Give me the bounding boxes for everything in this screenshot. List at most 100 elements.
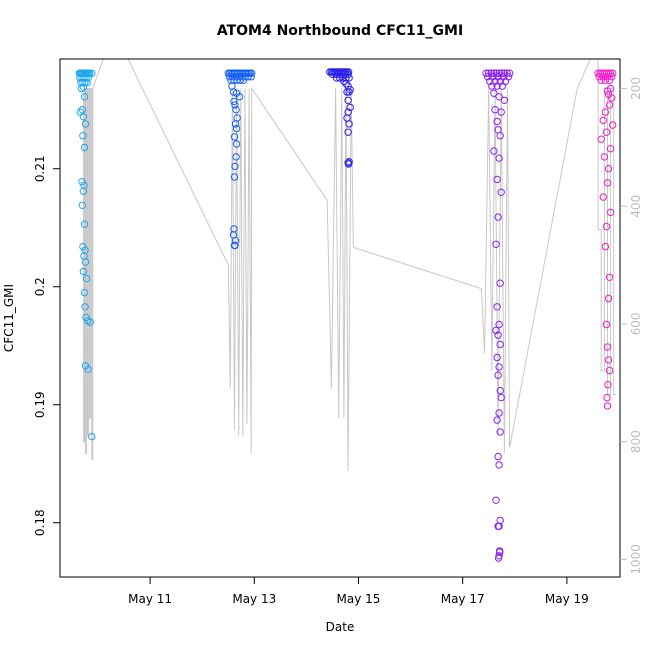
y-tick-label: 0.18 (33, 509, 47, 536)
data-point (79, 187, 88, 195)
data-point (495, 320, 503, 329)
data-point (604, 165, 613, 173)
data-point (494, 371, 502, 379)
data-point (231, 162, 239, 171)
x-axis-label: Date (326, 620, 355, 634)
data-point (495, 154, 503, 162)
data-point (496, 340, 504, 349)
data-point (236, 76, 244, 84)
data-point (232, 153, 240, 161)
data-point (80, 220, 89, 228)
data-point (605, 76, 614, 84)
data-point (77, 84, 86, 93)
data-point (495, 93, 503, 101)
data-point (345, 74, 353, 82)
data-point (486, 77, 494, 86)
data-point (595, 73, 603, 81)
data-point (344, 159, 352, 167)
data-point (490, 89, 498, 97)
data-point (603, 393, 611, 402)
data-point (604, 381, 612, 389)
x-tick-label: May 17 (441, 592, 485, 606)
data-point (79, 113, 88, 121)
data-point (601, 76, 610, 84)
data-point (601, 242, 610, 251)
data-point (493, 117, 501, 126)
data-point (493, 82, 501, 90)
data-point (494, 522, 502, 530)
data-point (494, 331, 502, 339)
data-point (231, 101, 239, 109)
data-point (496, 428, 504, 436)
data-point (505, 69, 514, 77)
data-point (491, 106, 499, 114)
data-point (247, 73, 255, 81)
data-point (88, 432, 96, 441)
data-point (496, 132, 504, 140)
data-point (494, 452, 502, 461)
x-tick-label: May 11 (128, 592, 172, 606)
data-point (496, 548, 504, 556)
data-point (78, 106, 87, 114)
data-point (603, 179, 612, 187)
data-point (599, 193, 607, 201)
data-point (342, 80, 350, 88)
y2-tick-label: 600 (629, 312, 643, 335)
data-point (232, 106, 240, 114)
data-point (81, 303, 89, 311)
data-point (345, 120, 353, 128)
data-point (79, 242, 87, 251)
y2-tick-label: 400 (629, 195, 643, 218)
data-point (602, 128, 611, 136)
y2-tick-label: 1000 (629, 544, 643, 575)
data-point (490, 147, 498, 155)
data-point (597, 135, 605, 143)
altitude-line (82, 59, 617, 472)
data-point (609, 69, 617, 77)
data-point (493, 416, 501, 424)
data-point (492, 496, 500, 504)
data-point (231, 237, 240, 245)
data-point (495, 363, 503, 371)
data-point (344, 128, 352, 136)
data-point (605, 273, 614, 281)
data-point (228, 82, 236, 90)
data-point (602, 320, 611, 329)
data-point (82, 313, 90, 322)
data-point (603, 87, 612, 95)
data-point (230, 97, 238, 106)
data-point (488, 82, 496, 90)
data-point (232, 140, 241, 148)
data-point (230, 133, 239, 141)
data-point (609, 121, 617, 129)
data-point (599, 116, 607, 125)
data-point (482, 69, 490, 77)
data-point (236, 93, 244, 101)
data-point (497, 108, 505, 116)
data-point (78, 201, 87, 210)
x-axis: May 11 May 13 May 15 May 17 May 19 (128, 576, 589, 606)
data-point (231, 120, 240, 128)
x-tick-label: May 15 (337, 592, 381, 606)
data-point (606, 208, 615, 217)
data-point (602, 222, 611, 231)
data-point (497, 188, 505, 197)
data-point (494, 213, 502, 221)
y-tick-label: 0.21 (33, 155, 47, 182)
data-point (344, 70, 352, 79)
data-point (340, 77, 348, 86)
data-point (344, 96, 352, 105)
data-point (81, 78, 89, 87)
data-point (345, 88, 353, 96)
data-point (80, 288, 89, 297)
data-point (86, 69, 94, 77)
data-point (605, 366, 614, 375)
data-point (81, 120, 90, 128)
data-point (495, 461, 503, 469)
data-point (79, 267, 88, 276)
data-point (346, 103, 354, 112)
data-point (341, 70, 349, 79)
chart-title: ATOM4 Northbound CFC11_GMI (217, 23, 463, 39)
data-points (75, 68, 617, 562)
